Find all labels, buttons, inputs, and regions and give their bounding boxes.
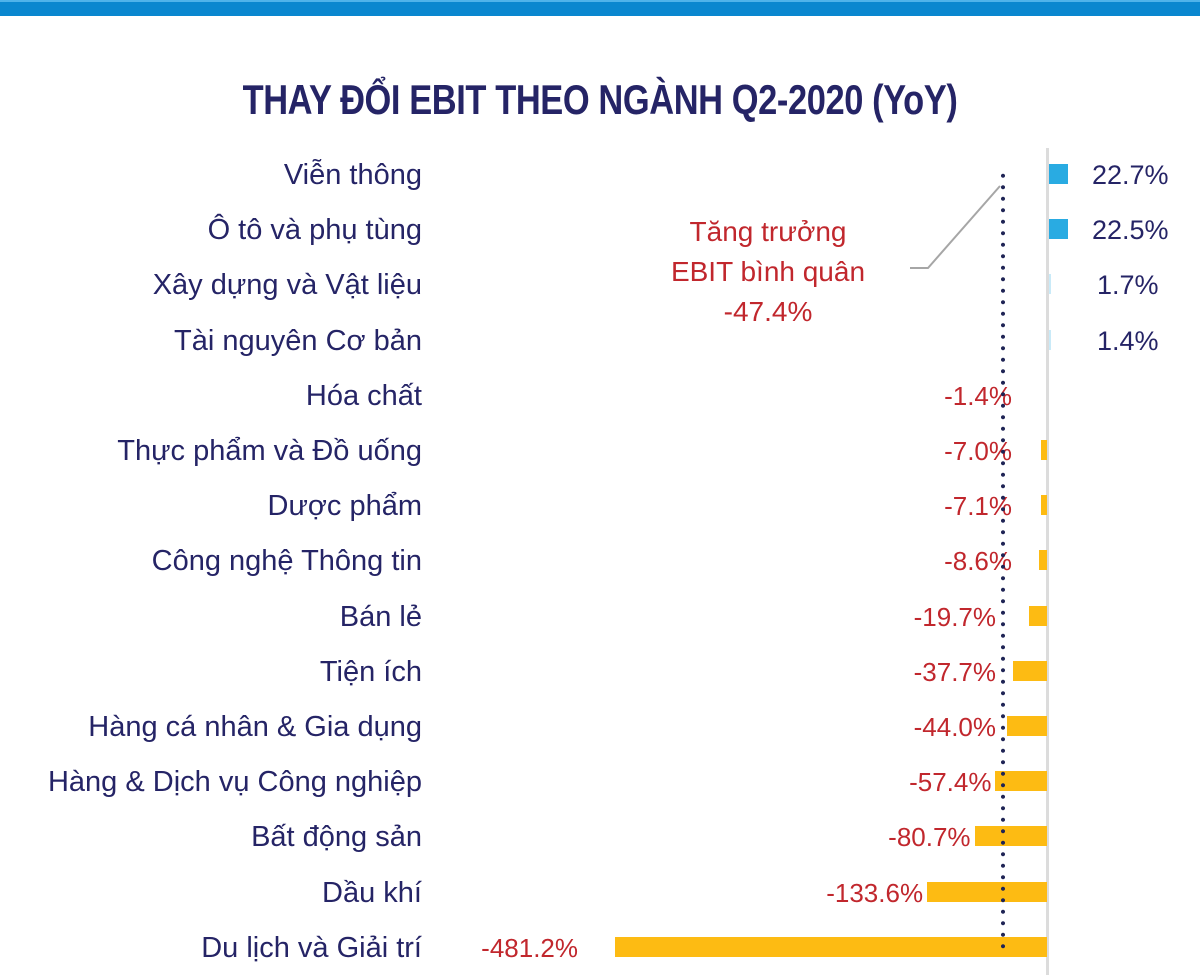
bar — [1029, 605, 1047, 626]
value-label: -44.0% — [913, 712, 996, 742]
category-label: Công nghệ Thông tin — [151, 545, 422, 578]
category-label: Thực phẩm và Đồ uống — [117, 435, 422, 467]
bar — [995, 771, 1047, 792]
bar — [927, 881, 1047, 902]
value-label: 22.7% — [1092, 160, 1169, 190]
bar — [1040, 440, 1047, 460]
category-label: Viễn thông — [283, 159, 422, 191]
category-label: Tiện ích — [319, 655, 422, 688]
category-label: Hàng & Dịch vụ Công nghiệp — [47, 766, 422, 799]
value-label: -1.4% — [944, 380, 1012, 411]
category-label: Du lịch và Giải trí — [201, 931, 422, 964]
category-label: Tài nguyên Cơ bản — [174, 324, 422, 357]
bar — [1049, 164, 1068, 184]
value-label: 1.7% — [1097, 270, 1159, 301]
value-label: 1.4% — [1097, 325, 1159, 356]
category-label: Hóa chất — [305, 379, 422, 412]
category-label: Ô tô và phụ tùng — [207, 214, 422, 247]
category-label: Bán lẻ — [339, 600, 422, 633]
category-label: Bất động sản — [251, 821, 422, 854]
value-label: -37.7% — [913, 656, 996, 687]
category-label: Xây dựng và Vật liệu — [152, 269, 422, 302]
bar — [974, 826, 1047, 847]
average-reference-line — [1001, 170, 1005, 950]
value-label: -133.6% — [826, 877, 924, 908]
value-label: -8.6% — [944, 546, 1012, 577]
category-label: Hàng cá nhân & Gia dụng — [88, 711, 422, 743]
bar — [1039, 550, 1047, 571]
value-label: -80.7% — [888, 822, 971, 853]
value-label: -57.4% — [909, 767, 992, 798]
bar — [615, 936, 1047, 957]
bar — [1013, 660, 1047, 681]
zero-axis-line — [1046, 148, 1049, 975]
bar — [1040, 495, 1047, 516]
value-label: -7.1% — [944, 491, 1012, 522]
bar — [1007, 716, 1047, 736]
value-label: -7.0% — [944, 436, 1012, 466]
top-banner-bar — [0, 0, 1200, 16]
value-label: 22.5% — [1092, 215, 1169, 246]
value-label: -19.7% — [913, 601, 996, 632]
annotation-value: -47.4% — [723, 296, 813, 327]
bar — [1049, 274, 1051, 295]
bar — [1049, 329, 1051, 350]
average-annotation: Tăng trưởng EBIT bình quân -47.4% — [640, 212, 896, 332]
bar — [1049, 219, 1068, 240]
annotation-line-1: Tăng trưởng — [689, 216, 847, 247]
annotation-line-2: EBIT bình quân — [670, 256, 866, 287]
value-label: -481.2% — [481, 932, 578, 963]
category-label: Dược phẩm — [267, 490, 422, 523]
chart-title: THAY ĐỔI EBIT THEO NGÀNH Q2-2020 (YoY) — [242, 76, 958, 123]
category-label: Dầu khí — [322, 876, 422, 909]
